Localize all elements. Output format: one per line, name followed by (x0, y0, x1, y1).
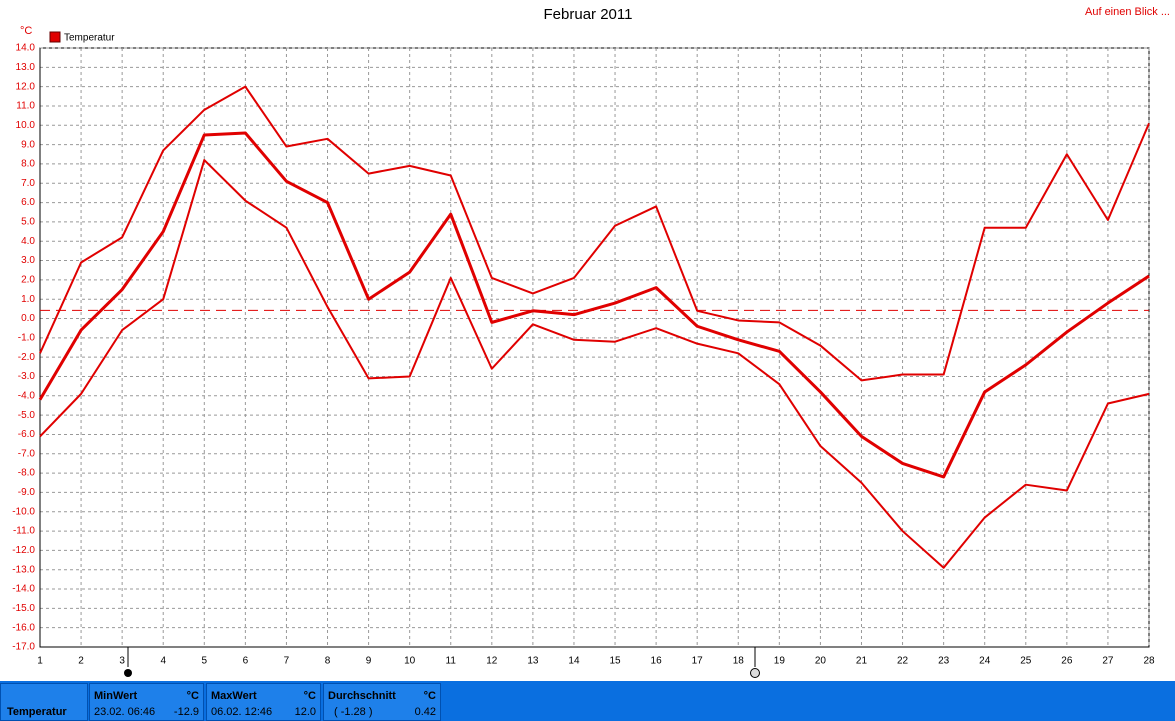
y-tick-label: 1.0 (21, 294, 35, 305)
footer-cell: MaxWert °C 06.02. 12:46 12.0 (206, 683, 321, 721)
y-tick-label: 7.0 (21, 178, 35, 189)
y-tick-label: -8.0 (18, 468, 36, 479)
min-when: 23.02. 06:46 (94, 706, 156, 718)
y-tick-label: 4.0 (21, 236, 35, 247)
x-tick-label: 3 (119, 656, 125, 667)
marker (750, 668, 760, 678)
x-tick-label: 21 (856, 656, 868, 667)
y-tick-label: -3.0 (18, 371, 36, 382)
series-line (39, 85, 1150, 382)
y-tick-label: -13.0 (12, 564, 35, 575)
min-title: MinWert (94, 690, 138, 702)
x-tick-label: 5 (202, 656, 208, 667)
footer: Temperatur MinWert °C 23.02. 06:46 -12.9… (0, 681, 1175, 721)
y-tick-label: -10.0 (12, 506, 35, 517)
y-tick-label: -6.0 (18, 429, 36, 440)
min-unit: °C (186, 690, 199, 702)
y-tick-label: -16.0 (12, 622, 35, 633)
y-tick-label: -15.0 (12, 603, 35, 614)
x-tick-label: 24 (979, 656, 991, 667)
y-tick-label: -2.0 (18, 352, 36, 363)
y-tick-label: 6.0 (21, 197, 35, 208)
y-tick-label: -7.0 (18, 448, 36, 459)
x-tick-label: 23 (938, 656, 950, 667)
x-tick-label: 10 (404, 656, 416, 667)
max-title: MaxWert (211, 690, 257, 702)
avg-when: ( -1.28 ) (334, 706, 373, 718)
plot-frame (39, 47, 1150, 648)
x-tick-label: 16 (651, 656, 663, 667)
footer-cell: MinWert °C 23.02. 06:46 -12.9 (89, 683, 204, 721)
x-tick-label: 22 (897, 656, 909, 667)
x-tick-label: 19 (774, 656, 786, 667)
avg-title: Durchschnitt (328, 690, 396, 702)
max-when: 06.02. 12:46 (211, 706, 273, 718)
legend-label: Temperatur (64, 33, 115, 44)
y-tick-label: 5.0 (21, 217, 35, 228)
x-tick-label: 28 (1143, 656, 1155, 667)
series-line (38, 131, 1150, 479)
footer-cell: Durchschnitt °C ( -1.28 ) 0.42 (323, 683, 441, 721)
x-tick-label: 11 (446, 656, 457, 667)
y-tick-label: -4.0 (18, 390, 36, 401)
y-tick-label: -17.0 (12, 642, 35, 653)
y-tick-label: -12.0 (12, 545, 35, 556)
chart: Februar 2011 Auf einen Blick ... °C Temp… (12, 6, 1170, 678)
x-tick-label: 15 (609, 656, 621, 667)
x-tick-label: 25 (1020, 656, 1032, 667)
x-tick-label: 6 (243, 656, 249, 667)
y-tick-label: 9.0 (21, 139, 35, 150)
y-tick-label: 3.0 (21, 255, 35, 266)
x-tick-label: 20 (815, 656, 827, 667)
y-unit: °C (20, 25, 32, 37)
max-unit: °C (303, 690, 316, 702)
x-tick-label: 13 (527, 656, 539, 667)
x-tick-label: 17 (692, 656, 704, 667)
y-tick-label: 2.0 (21, 275, 35, 286)
y-tick-label: -1.0 (18, 332, 36, 343)
y-tick-label: 8.0 (21, 159, 35, 170)
series-line (39, 159, 1150, 569)
x-tick-label: 12 (486, 656, 498, 667)
x-tick-label: 14 (568, 656, 580, 667)
y-tick-label: -5.0 (18, 410, 36, 421)
x-tick-label: 27 (1102, 656, 1114, 667)
footer-label: Temperatur (7, 706, 67, 718)
x-tick-label: 26 (1061, 656, 1073, 667)
y-tick-label: 10.0 (16, 120, 36, 131)
avg-unit: °C (423, 690, 436, 702)
x-tick-label: 7 (284, 656, 290, 667)
x-tick-label: 18 (733, 656, 745, 667)
footer-cell: Temperatur (0, 683, 88, 721)
y-tick-label: 14.0 (16, 43, 36, 54)
min-value: -12.9 (173, 706, 199, 718)
y-tick-label: 0.0 (21, 313, 35, 324)
x-tick-label: 8 (325, 656, 331, 667)
x-tick-label: 2 (78, 656, 84, 667)
y-tick-label: -14.0 (12, 584, 35, 595)
chart-title: Februar 2011 (544, 6, 633, 23)
y-tick-label: 13.0 (16, 62, 36, 73)
x-tick-label: 1 (37, 656, 43, 667)
marker (124, 669, 132, 677)
legend-swatch (49, 31, 61, 43)
x-tick-label: 4 (160, 656, 166, 667)
avg-value: 0.42 (414, 706, 436, 718)
plot: 14.013.012.011.010.09.08.07.06.05.04.03.… (12, 43, 1155, 667)
y-tick-label: -9.0 (18, 487, 36, 498)
x-tick-label: 9 (366, 656, 372, 667)
y-tick-label: 11.0 (16, 101, 35, 112)
y-tick-label: 12.0 (16, 81, 36, 92)
max-value: 12.0 (294, 706, 316, 718)
link[interactable]: Auf einen Blick ... (1085, 6, 1170, 18)
y-tick-label: -11.0 (13, 526, 35, 537)
